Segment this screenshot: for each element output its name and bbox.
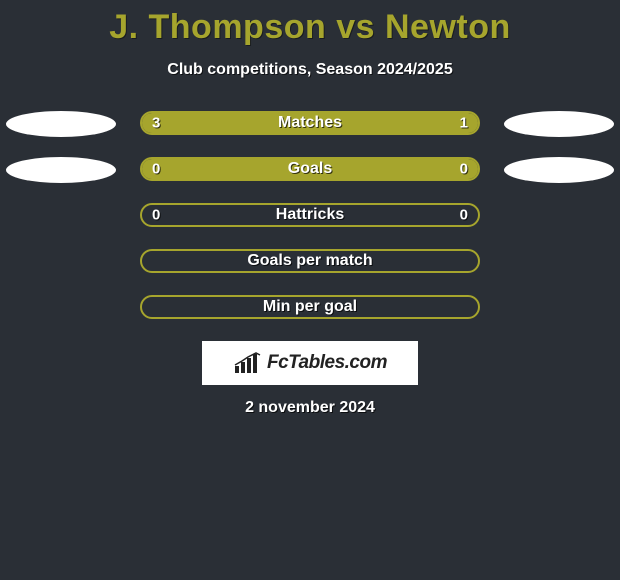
stat-value-left: 0: [152, 161, 160, 178]
date-label: 2 november 2024: [0, 399, 620, 417]
page-title: J. Thompson vs Newton: [0, 0, 620, 47]
stat-bar: 0 0 Hattricks: [140, 203, 480, 227]
stat-value-left: 0: [152, 207, 160, 224]
stat-label: Min per goal: [263, 298, 357, 316]
stat-value-right: 1: [460, 115, 468, 132]
stat-row: 0 0 Goals: [0, 157, 620, 183]
stat-value-right: 0: [460, 161, 468, 178]
logo-box: FcTables.com: [202, 341, 418, 385]
stat-bar: Min per goal: [140, 295, 480, 319]
stat-label: Goals: [288, 160, 332, 178]
stat-value-right: 0: [460, 207, 468, 224]
stat-label: Goals per match: [247, 252, 372, 270]
player-ellipse-right: [504, 111, 614, 137]
stat-row: Min per goal: [0, 295, 620, 321]
stat-row: Goals per match: [0, 249, 620, 275]
logo-text: FcTables.com: [267, 352, 387, 374]
stat-bar: 0 0 Goals: [140, 157, 480, 181]
player-ellipse-left: [6, 157, 116, 183]
stat-bar: Goals per match: [140, 249, 480, 273]
subtitle: Club competitions, Season 2024/2025: [0, 61, 620, 79]
barchart-icon: [233, 352, 263, 374]
stat-row: 3 1 Matches: [0, 111, 620, 137]
stat-label: Matches: [278, 114, 342, 132]
stat-value-left: 3: [152, 115, 160, 132]
stat-row: 0 0 Hattricks: [0, 203, 620, 229]
bar-fill-left: [142, 113, 394, 133]
stat-bar: 3 1 Matches: [140, 111, 480, 135]
player-ellipse-left: [6, 111, 116, 137]
stat-rows: 3 1 Matches 0 0 Goals 0 0 Hattricks Goals per mat…: [0, 111, 620, 321]
stat-label: Hattricks: [276, 206, 344, 224]
player-ellipse-right: [504, 157, 614, 183]
